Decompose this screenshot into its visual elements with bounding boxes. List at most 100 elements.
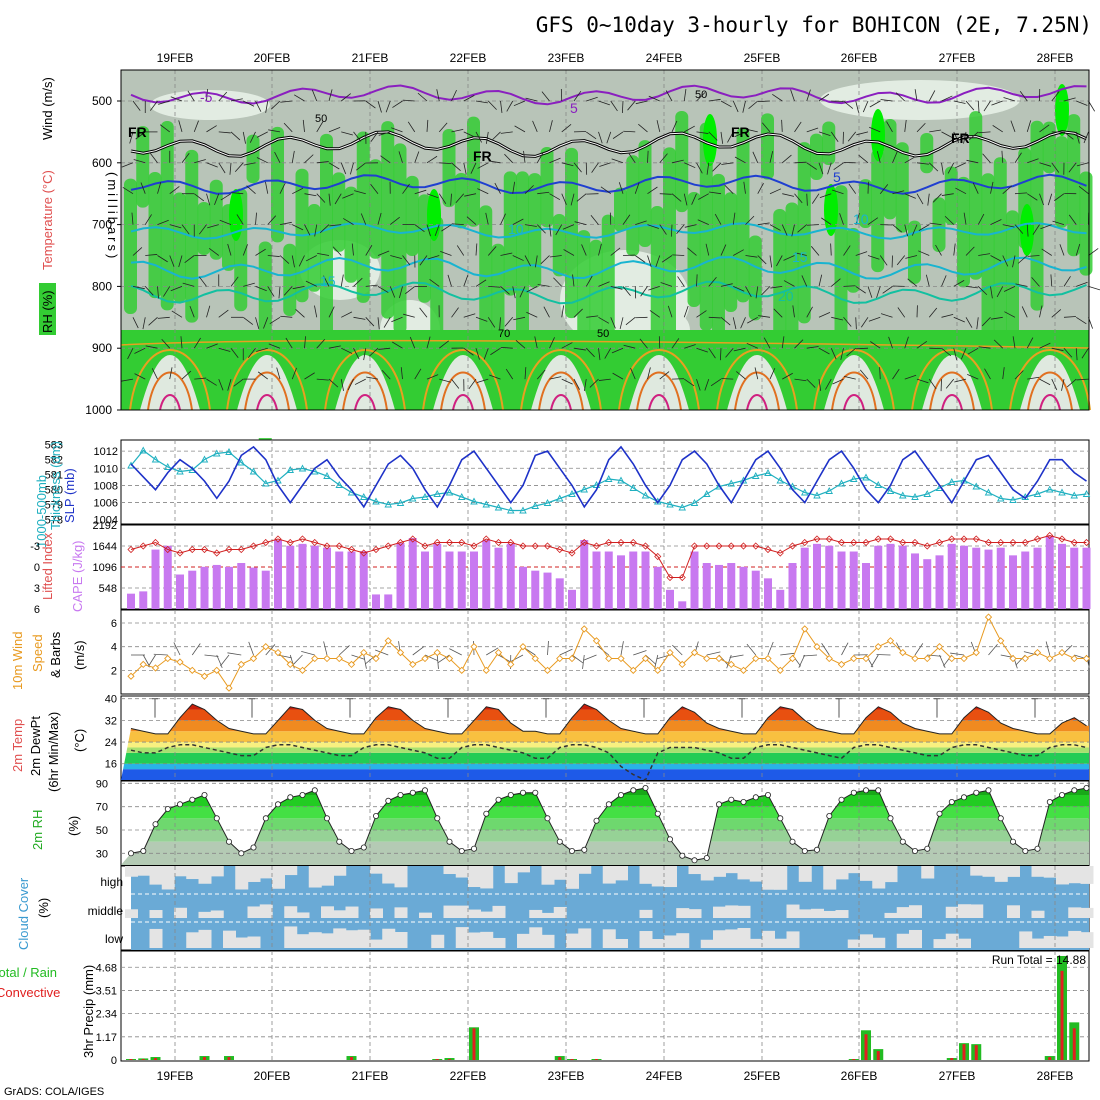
rh-moist-cell: [516, 171, 529, 354]
wind-barb: [121, 162, 134, 168]
wind-barb: [193, 120, 199, 133]
wind-barb: [598, 100, 610, 106]
cape-bar: [874, 545, 883, 609]
precip-label-3: 3hr Precip (mm): [81, 965, 96, 1058]
thickness-point: [604, 475, 613, 482]
cloud-mid-cell: [958, 904, 971, 918]
wind-barb: [182, 282, 195, 287]
thickness-point: [445, 488, 454, 496]
wind-barb: [916, 162, 929, 165]
lifted-index-point: [580, 538, 588, 547]
lifted-index-point: [641, 542, 650, 550]
wind-barb: [316, 121, 324, 133]
wind-barb: [441, 224, 452, 232]
wind-barb: [292, 187, 304, 195]
wind-barb: [677, 276, 685, 287]
cloud-high-cell: [198, 866, 212, 884]
wind10m-point: [1070, 654, 1078, 663]
rh2m-point: [875, 787, 882, 794]
lifted-index-point: [886, 535, 895, 543]
cloud-panel: high middle low Cloud Cover (%): [16, 865, 1094, 951]
wind-barb: [742, 100, 746, 113]
wind10m-barb: [338, 645, 350, 656]
cloud-mid-cell: [468, 909, 481, 918]
thickness-tick-label: 579: [45, 500, 63, 512]
wind-barb: [941, 275, 947, 287]
wind-barb: [573, 378, 580, 390]
wind-barb: [181, 152, 190, 164]
lifted-index-point: [715, 542, 723, 550]
wind-barb: [230, 131, 241, 141]
wind-barb: [1002, 367, 1005, 380]
wind-barb: [439, 378, 451, 383]
thickness-point: [163, 463, 172, 470]
wind-barb: [463, 162, 467, 175]
wind-barb: [291, 150, 295, 163]
thickness-point: [323, 472, 331, 479]
precip-conv-bar: [1060, 970, 1064, 1060]
wind-barb: [827, 162, 832, 175]
rh-moist-cell: [773, 208, 787, 368]
wind-barb: [515, 340, 526, 349]
wind-barb: [752, 151, 759, 163]
wind-barb: [1039, 193, 1044, 206]
wind-barb: [683, 89, 687, 102]
rh2m-grid: [121, 781, 1089, 865]
wind-barb: [524, 255, 531, 267]
cloud-low-cell: [639, 931, 653, 948]
date-label-bottom: 25FEB: [744, 1069, 781, 1083]
isotherm-hot: [538, 371, 584, 411]
cape-bar: [176, 574, 184, 609]
rh2m-point: [323, 815, 330, 822]
wind-barb: [1026, 337, 1034, 349]
cloud-low-cell: [149, 928, 163, 948]
wind10m-point: [482, 666, 490, 674]
wind-barb: [227, 243, 232, 256]
wind-barb: [475, 316, 488, 322]
wind10m-point: [213, 666, 221, 674]
wind-barb: [612, 131, 624, 139]
thickness-point: [898, 491, 907, 499]
cape-bar: [678, 601, 687, 609]
wind-barb: [257, 371, 268, 380]
cape-bar: [1070, 547, 1079, 609]
wind-barb: [513, 316, 526, 321]
wind-barb: [622, 214, 631, 225]
wind-barb: [806, 346, 819, 349]
wind-barb: [831, 316, 844, 321]
wind10m-point: [825, 654, 833, 663]
rh2m-point: [912, 848, 919, 855]
isotherm-warm: [1009, 349, 1091, 411]
wind-barb: [818, 312, 831, 318]
cape-bar: [923, 559, 932, 609]
wind-barb: [819, 193, 832, 198]
wind-barb: [806, 224, 820, 226]
wind-barb: [659, 224, 667, 235]
cape-bar: [788, 563, 797, 609]
cloud-mid-cell: [970, 904, 984, 918]
wind-barb: [526, 286, 538, 293]
wind-barb: [378, 131, 391, 136]
wind-barb: [963, 212, 967, 225]
isotherm-hottest: [550, 394, 572, 411]
slp-series: [127, 445, 1091, 514]
cloud-low-cell: [186, 932, 200, 948]
wind-barb: [464, 193, 477, 197]
cloud-low-cell: [909, 929, 922, 948]
lifted-index-point: [409, 535, 417, 543]
wind-barb: [305, 280, 317, 287]
wind-barb: [627, 100, 636, 111]
lifted-index-point: [1070, 538, 1078, 547]
wind-barb: [622, 286, 631, 296]
wind-barb: [953, 243, 956, 256]
wind-barb: [360, 213, 367, 225]
cape-bar: [286, 545, 295, 609]
rh2m-point: [250, 844, 257, 851]
wind-barb: [328, 345, 341, 349]
wind10m-point: [703, 654, 711, 663]
cape-bar: [960, 545, 968, 609]
cape-bar: [568, 589, 576, 609]
wind-tick-label: 6: [111, 618, 117, 630]
cloud-mid-cell: [688, 909, 702, 918]
wind10m-point: [237, 660, 245, 669]
